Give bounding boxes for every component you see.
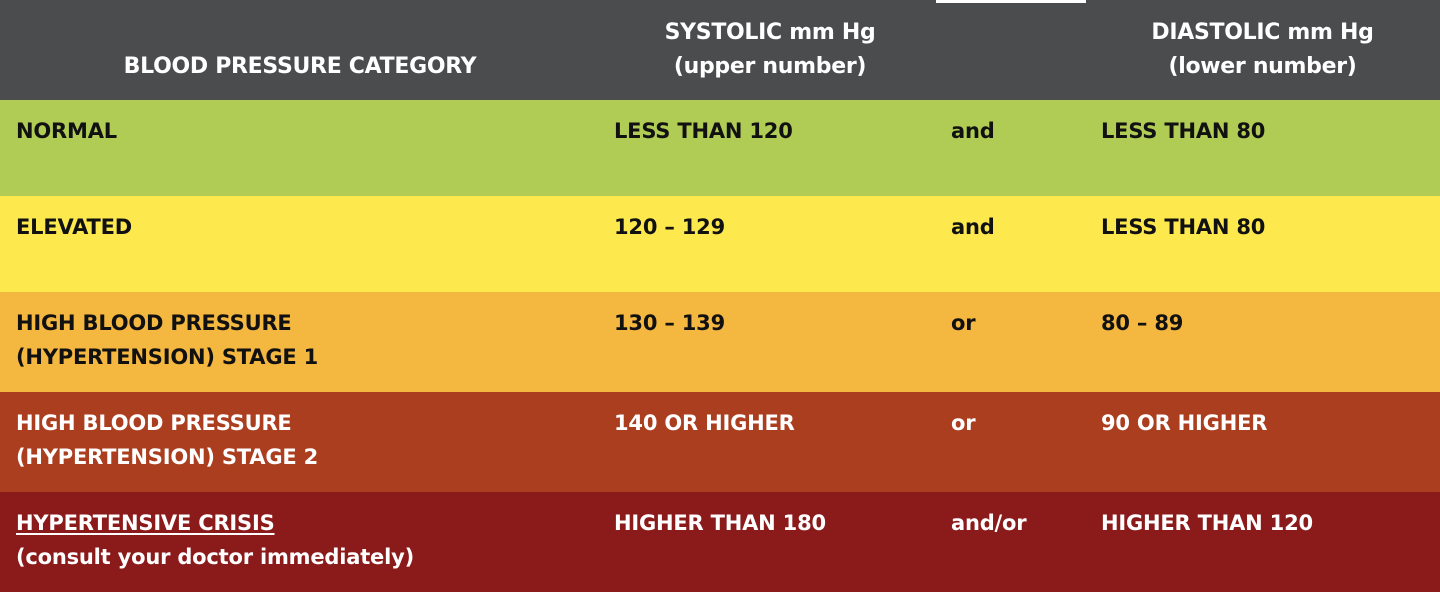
category-cell: ELEVATED <box>16 210 576 244</box>
row-hypertensive-crisis: HYPERTENSIVE CRISIS (consult your doctor… <box>0 492 1440 592</box>
category-label: HIGH BLOOD PRESSURE <box>16 311 292 335</box>
header-systolic-sublabel: (upper number) <box>673 54 867 79</box>
systolic-cell: 130 – 139 <box>614 311 725 335</box>
row-hypertension-stage-1: HIGH BLOOD PRESSURE (HYPERTENSION) STAGE… <box>0 292 1440 392</box>
conjunction-cell: and <box>951 215 995 239</box>
header-systolic: SYSTOLIC mm Hg (upper number) <box>560 16 980 84</box>
category-cell: HIGH BLOOD PRESSURE (HYPERTENSION) STAGE… <box>16 306 576 374</box>
header-diastolic: DIASTOLIC mm Hg (lower number) <box>1090 16 1435 84</box>
header-diastolic-sublabel: (lower number) <box>1168 54 1357 79</box>
diastolic-cell: LESS THAN 80 <box>1101 119 1266 143</box>
conjunction-cell: and/or <box>951 511 1027 535</box>
category-label: HIGH BLOOD PRESSURE <box>16 411 292 435</box>
category-cell: HIGH BLOOD PRESSURE (HYPERTENSION) STAGE… <box>16 406 576 474</box>
category-label: ELEVATED <box>16 215 133 239</box>
diastolic-cell: HIGHER THAN 120 <box>1101 511 1313 535</box>
category-sublabel: (consult your doctor immediately) <box>16 545 414 569</box>
header-category-label: BLOOD PRESSURE CATEGORY <box>123 54 477 79</box>
category-sublabel: (HYPERTENSION) STAGE 1 <box>16 345 319 369</box>
header-category: BLOOD PRESSURE CATEGORY <box>60 50 540 84</box>
systolic-cell: 120 – 129 <box>614 215 725 239</box>
header-systolic-label: SYSTOLIC mm Hg <box>664 20 876 45</box>
row-normal: NORMAL LESS THAN 120 and LESS THAN 80 <box>0 100 1440 196</box>
diastolic-cell: 80 – 89 <box>1101 311 1184 335</box>
header-top-tab-marker <box>936 0 1086 3</box>
conjunction-cell: and <box>951 119 995 143</box>
row-hypertension-stage-2: HIGH BLOOD PRESSURE (HYPERTENSION) STAGE… <box>0 392 1440 492</box>
category-cell: NORMAL <box>16 114 576 148</box>
systolic-cell: LESS THAN 120 <box>614 119 793 143</box>
diastolic-cell: LESS THAN 80 <box>1101 215 1266 239</box>
row-elevated: ELEVATED 120 – 129 and LESS THAN 80 <box>0 196 1440 292</box>
table-header: BLOOD PRESSURE CATEGORY SYSTOLIC mm Hg (… <box>0 0 1440 100</box>
hypertensive-crisis-link[interactable]: HYPERTENSIVE CRISIS <box>16 511 275 535</box>
systolic-cell: 140 OR HIGHER <box>614 411 795 435</box>
diastolic-cell: 90 OR HIGHER <box>1101 411 1268 435</box>
category-sublabel: (HYPERTENSION) STAGE 2 <box>16 445 319 469</box>
category-cell: HYPERTENSIVE CRISIS (consult your doctor… <box>16 506 576 574</box>
systolic-cell: HIGHER THAN 180 <box>614 511 826 535</box>
category-label: NORMAL <box>16 119 117 143</box>
conjunction-cell: or <box>951 311 976 335</box>
conjunction-cell: or <box>951 411 976 435</box>
header-diastolic-label: DIASTOLIC mm Hg <box>1151 20 1374 45</box>
